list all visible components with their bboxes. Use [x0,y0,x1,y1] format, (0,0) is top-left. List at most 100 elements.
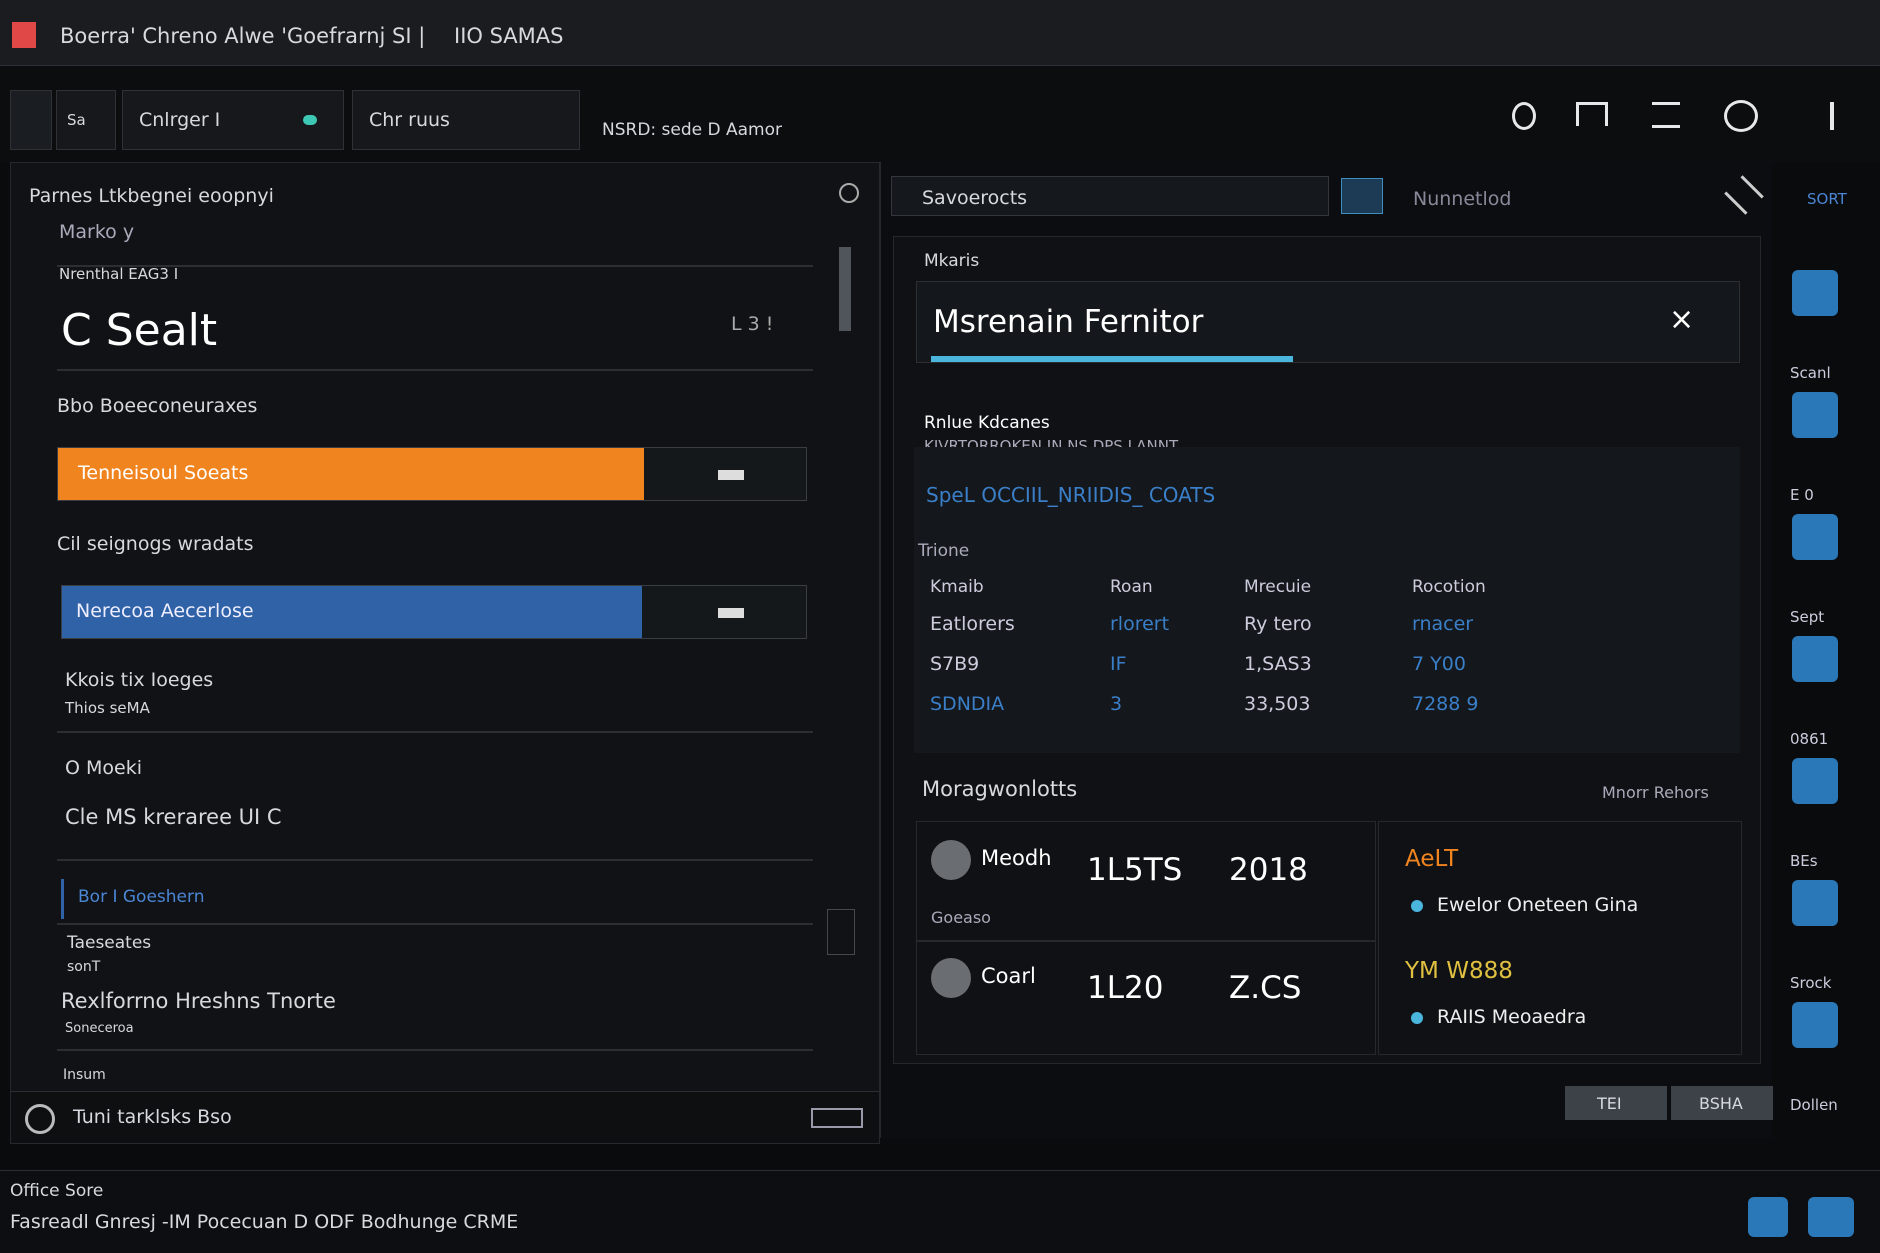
side-icon[interactable] [1792,514,1838,560]
divider [57,731,813,733]
metrics: Meodh Goeaso 1L5TS 2018 Coarl 1L20 Z.CS [916,821,1376,1055]
table-cell: 1,SAS3 [1244,653,1312,675]
footer-bar: Tuni tarklsks Bso [11,1091,879,1143]
list-sub: sonT [67,959,101,975]
orange-bar-track: Tenneisoul Soeats [57,447,807,501]
alert-title: YM W888 [1405,958,1513,984]
table-cell: 7 Y00 [1412,653,1466,675]
divider [57,265,813,267]
tab-label: Cnlrger I [139,109,221,131]
toolbar-icon[interactable] [1512,102,1536,130]
input-underline [931,356,1293,362]
tab[interactable]: Cnlrger I [122,90,344,150]
table-cell: 3 [1110,693,1123,715]
metric-a: 1L5TS [1087,852,1183,888]
footer-button[interactable] [811,1108,863,1128]
side-icon[interactable] [1792,880,1838,926]
tool-button[interactable] [10,90,52,150]
list-item: Taeseates [67,933,152,953]
link-row[interactable]: Bor I Goeshern [61,879,813,919]
side-icon[interactable] [1792,636,1838,682]
sort-icon[interactable] [1724,175,1764,215]
bar-icon[interactable] [718,608,744,618]
table-cell: rlorert [1110,613,1170,635]
side-icon[interactable] [1792,392,1838,438]
blue-bar[interactable]: Nerecoa Aecerlose [62,586,642,638]
blue-bar-track: Nerecoa Aecerlose [61,585,807,639]
scrollbar[interactable] [839,247,851,331]
button[interactable]: TEI [1565,1086,1667,1120]
status-icon[interactable] [1808,1197,1854,1237]
status-title: Office Sore [10,1181,104,1201]
side-icon[interactable] [1792,758,1838,804]
list-item: Cle MS kreraree UI C [65,805,282,829]
scrollbar-thumb[interactable] [827,909,855,955]
status-icon[interactable] [1748,1197,1788,1237]
metric-sub: Goeaso [931,908,991,927]
metric-b: Z.CS [1229,970,1302,1006]
side-icon[interactable] [1792,1002,1838,1048]
bar-label: Nerecoa Aecerlose [76,600,254,622]
value-link[interactable]: SpeL OCCIIL_NRIIDIS_ COATS [926,483,1216,507]
side-label: E 0 [1790,486,1814,504]
list-sub: Soneceroa [65,1021,134,1036]
orange-bar[interactable]: Tenneisoul Soeats [58,448,644,500]
app-icon [12,22,36,48]
table-cell: Ry tero [1244,613,1312,635]
section-title: Bbo Boeeconeuraxes [57,395,258,417]
left-panel: Parnes Ltkbegnei eoopnyi Marko y Nrentha… [10,162,880,1144]
refresh-icon[interactable] [839,183,859,203]
table-cell: Eatlorers [930,613,1015,635]
panel-header: Parnes Ltkbegnei eoopnyi [29,185,274,207]
search-text: Savoerocts [922,187,1028,209]
button[interactable]: BSHA [1671,1086,1773,1120]
tab[interactable]: Chr ruus [352,90,580,150]
right-panel: Savoerocts Nunnetlod SORT Mkaris Msrenai… [880,162,1847,1138]
input[interactable]: Msrenain Fernitor × [916,281,1740,363]
divider [57,923,813,925]
alert-text: RAIIS Meoaedra [1437,1006,1587,1028]
metric-name: Meodh [981,846,1052,870]
footer-text: Tuni tarklsks Bso [73,1106,232,1128]
status-bar: Office Sore Fasreadl Gnresj -IM Pocecuan… [0,1170,1880,1253]
side-label: 0861 [1790,730,1829,748]
monitor-link[interactable]: Mnorr Rehors [1602,783,1709,802]
field-label: Nrenthal EAG3 I [59,265,179,283]
link: Bor I Goeshern [78,887,205,907]
alert-dot [1411,1012,1423,1024]
metric-a: 1L20 [1087,970,1164,1006]
window-title: Boerra' Chreno Alwe 'Goefrarnj SI | [60,24,426,48]
alert-text: Ewelor Oneteen Gina [1437,894,1639,916]
table-cell: SDNDIA [930,693,1005,715]
subheader: Marko y [59,221,135,243]
big-value: C Sealt [61,305,218,356]
side-label: Dollen [1790,1096,1838,1114]
table-header: Rocotion [1412,577,1486,597]
footer-icon[interactable] [25,1104,55,1134]
toolbar: Sa Cnlrger I Chr ruus NSRD: sede D Aamor [0,66,1880,162]
toolbar-icon[interactable] [1652,102,1680,128]
side-icon[interactable] [1792,270,1838,316]
tab[interactable]: Sa [56,90,116,150]
side-label: Srock [1790,974,1832,992]
side-label: Sept [1790,608,1825,626]
filter-button[interactable] [1341,178,1383,214]
toolbar-icon[interactable] [1724,100,1758,132]
table-header: Mrecuie [1244,577,1312,597]
title-bar: Boerra' Chreno Alwe 'Goefrarnj SI | IIO … [0,0,1880,66]
sort-label: SORT [1807,190,1847,208]
close-icon[interactable]: × [1669,302,1695,337]
toolbar-icon[interactable] [1830,102,1834,130]
toolbar-icon[interactable] [1576,102,1608,126]
table-cell: 7288 9 [1412,693,1479,715]
list-item: Insum [63,1067,106,1083]
metric-icon [931,958,971,998]
search-box[interactable]: Savoerocts [891,176,1329,216]
card-label: Mkaris [924,251,980,271]
divider [917,940,1375,942]
table-header: Roan [1110,577,1153,597]
bar-icon[interactable] [718,470,744,480]
list-item: O Moeki [65,757,142,779]
monitor-title: Moragwonlotts [922,777,1078,801]
